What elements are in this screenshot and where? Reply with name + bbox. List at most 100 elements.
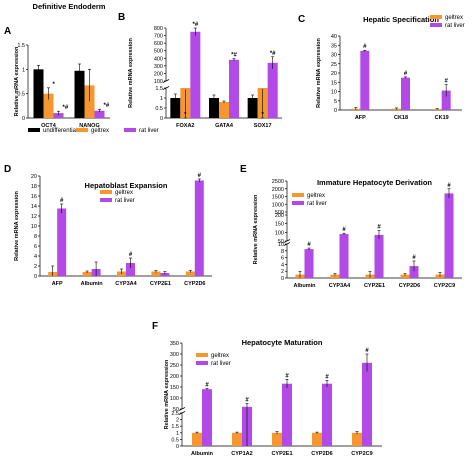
panel-d-title: Hepatoblast Expansion [85, 181, 168, 190]
panel-d-y-tick-label: 10 [31, 224, 37, 230]
panel-b-category-label: SOX17 [254, 123, 272, 129]
panel-b-bar [209, 98, 219, 118]
panel-e-y-tick-label: 2 [281, 269, 284, 275]
panel-f-significance-mark: # [245, 398, 249, 404]
panel-f-significance-mark: # [205, 383, 209, 389]
panel-c-significance-mark: # [444, 79, 448, 85]
panel-e-significance-mark: # [307, 242, 311, 248]
panel-d-category-label: CYP2E1 [150, 281, 171, 287]
panel-d-letter: D [4, 164, 11, 175]
panel-b-significance-mark: * [261, 112, 264, 118]
panel-e-category-label: CYP3A4 [329, 283, 351, 289]
panel-d-legend-swatch [100, 198, 112, 202]
panel-b-y-tick-label: 700 [154, 34, 163, 40]
panel-e-significance-mark: # [342, 227, 346, 233]
panel-d-significance-mark: # [60, 198, 64, 204]
panel-f-significance-mark: # [325, 374, 329, 380]
panel-f-bar [352, 432, 362, 446]
panel-b-y-tick-label: 600 [154, 41, 163, 47]
panel-ab-legend-swatch [28, 128, 40, 132]
panel-f-legend-swatch [196, 353, 208, 357]
panel-d-bar [151, 271, 161, 276]
panel-d-category-label: CYP2D6 [184, 281, 205, 287]
panel-f-bar [192, 432, 202, 446]
panel-f-y-tick-label: 300 [170, 352, 179, 358]
panel-c-significance-mark: # [404, 71, 408, 77]
panel-d-significance-mark: # [129, 252, 133, 258]
panel-e-y-tick-label: 100 [275, 230, 284, 236]
panel-e-title: Immature Hepatocyte Derivation [317, 178, 432, 187]
panel-d-category-label: Albumin [81, 281, 104, 287]
panel-f-y-tick-label: 1 [176, 431, 179, 437]
panel-f-bar [362, 362, 372, 446]
panel-e-y-tick-label: 10 [278, 242, 284, 248]
panel-e-bar [339, 234, 349, 278]
panel-d-y-tick-label: 2 [34, 264, 37, 270]
panel-b-y-tick-label: 800 [154, 26, 163, 32]
panel-ab-legend-swatch [124, 128, 136, 132]
panel-e-category-label: CYP2C9 [434, 283, 455, 289]
panel-f-category-label: CYP2C9 [351, 451, 372, 457]
panel-b-bar [229, 59, 239, 118]
panel-a-bar [74, 70, 85, 118]
panel-f-category-label: CYP2E1 [271, 451, 292, 457]
panel-c-y-tick-label: 0 [334, 108, 337, 114]
panel-f-bar [322, 383, 332, 446]
panel-f-significance-mark: # [365, 348, 369, 354]
panel-e-legend-label: rat liver [307, 201, 327, 207]
panel-b-category-label: GATA4 [215, 123, 234, 129]
panel-d-y-tick-label: 20 [31, 174, 37, 180]
panel-c-legend-swatch [430, 15, 442, 19]
panel-c-title: Hepatic Specification [363, 15, 439, 24]
panel-b-significance-mark: *# [270, 51, 276, 57]
panel-f-legend-label: geltrex [211, 353, 229, 359]
panel-e-significance-mark: # [447, 183, 451, 189]
panel-a-y-tick-label: 1 [22, 67, 25, 73]
panel-a-significance-mark: * [53, 82, 56, 88]
panel-d-ylabel: Relative mRNA expression [14, 190, 20, 260]
panel-b-y-tick-label: 0 [160, 116, 163, 122]
panel-b-y-tick-label: 300 [154, 64, 163, 70]
panel-d-bar [126, 263, 135, 276]
panel-e-bar [330, 274, 340, 278]
panel-d-legend-label: geltrex [115, 190, 133, 196]
panel-d-y-tick-label: 12 [31, 214, 37, 220]
panel-ab-legend-label: rat liver [139, 128, 159, 134]
panel-f-bar [272, 432, 282, 446]
panel-c-category-label: CK19 [435, 115, 449, 121]
panel-a-category-label: OCT4 [41, 123, 57, 129]
panel-f-category-label: CYP2D6 [311, 451, 332, 457]
panel-c-legend-label: rat liver [445, 23, 465, 29]
panel-d-legend-swatch [100, 190, 112, 194]
panel-e-legend-label: geltrex [307, 193, 325, 199]
panel-d-bar [82, 272, 92, 276]
panel-f-y-tick-label: 350 [170, 341, 179, 347]
panel-c-y-tick-label: 5 [334, 99, 337, 105]
panel-e-y-tick-label: 4 [281, 262, 284, 268]
panel-f-title: Hepatocyte Maturation [242, 338, 323, 347]
panel-e-y-tick-label: 150 [275, 222, 284, 228]
panel-b-y-tick-label: 1.5 [155, 86, 163, 92]
panel-b-bar [219, 102, 229, 118]
panel-d-bar [185, 271, 195, 276]
panel-a-y-tick-label: 1.5 [17, 43, 25, 49]
panel-d-y-tick-label: 16 [31, 194, 37, 200]
panel-b-y-tick-label: 400 [154, 56, 163, 62]
panel-b-y-tick-label: 500 [154, 49, 163, 55]
panel-f-y-tick-label: 2.5 [171, 411, 179, 417]
panel-e-significance-mark: # [412, 255, 416, 261]
panel-a-ylabel: Relative mRNA expression [14, 46, 20, 116]
panel-e-bar [400, 274, 410, 278]
panel-ab-legend-label: undifferentiated [43, 128, 84, 134]
panel-b-y-tick-label: 1 [160, 96, 163, 102]
panel-e-category-label: CYP2E1 [364, 283, 385, 289]
panel-c-y-tick-label: 35 [331, 43, 337, 49]
panel-ab-legend-swatch [76, 128, 88, 132]
panel-b-letter: B [118, 12, 125, 23]
panel-c-legend-label: geltrex [445, 15, 463, 21]
panel-e-ylabel: Relative mRNA expression [253, 194, 259, 264]
panel-d-y-tick-label: 14 [31, 204, 37, 210]
panel-c-bar [360, 50, 370, 110]
panel-b-y-tick-label: 200 [154, 71, 163, 77]
